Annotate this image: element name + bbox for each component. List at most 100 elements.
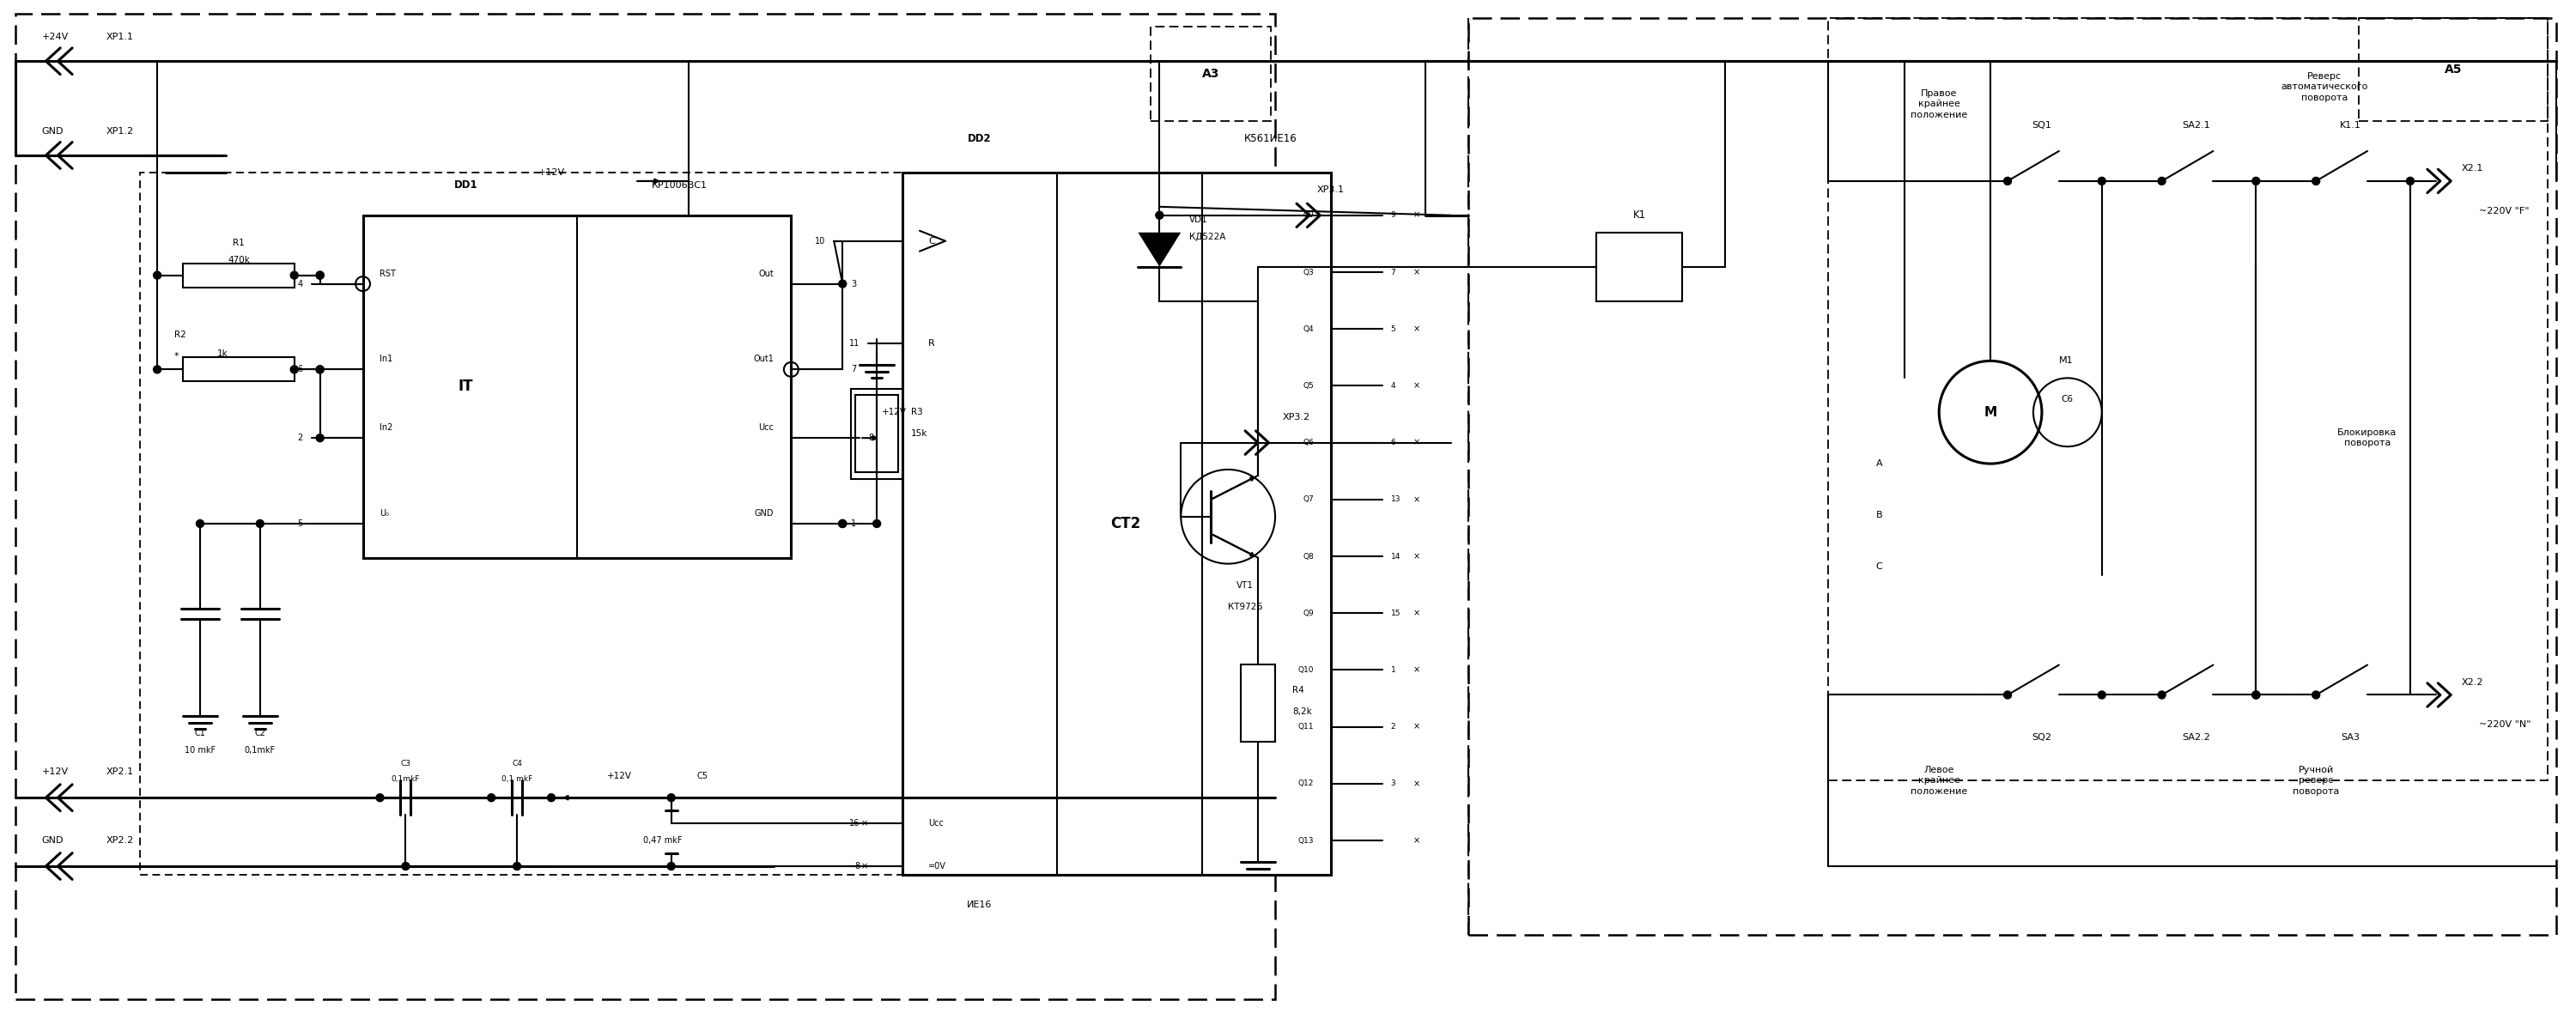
Text: GND: GND xyxy=(41,836,64,845)
Text: A3: A3 xyxy=(1203,68,1218,80)
Text: SA3: SA3 xyxy=(2342,733,2360,743)
Text: Ручной
реверс
поворота: Ручной реверс поворота xyxy=(2293,766,2339,795)
Circle shape xyxy=(291,366,299,374)
Circle shape xyxy=(667,862,675,870)
Text: Out: Out xyxy=(760,269,773,278)
Circle shape xyxy=(2159,691,2166,699)
Text: ×: × xyxy=(1414,722,1419,731)
Text: 470k: 470k xyxy=(227,255,250,264)
Text: Q7: Q7 xyxy=(1303,495,1314,503)
Text: =0V: =0V xyxy=(927,862,945,870)
Text: C2: C2 xyxy=(255,729,265,737)
Text: ×: × xyxy=(1414,609,1419,618)
Text: In2: In2 xyxy=(379,423,394,432)
Text: +24V: +24V xyxy=(41,32,70,42)
Text: C5: C5 xyxy=(698,772,708,781)
Text: VD1: VD1 xyxy=(1190,216,1208,224)
Circle shape xyxy=(2159,177,2166,185)
Text: ×: × xyxy=(1414,211,1419,220)
Text: C1: C1 xyxy=(196,729,206,737)
Text: 8: 8 xyxy=(868,434,873,443)
Text: DD1: DD1 xyxy=(453,179,477,190)
Circle shape xyxy=(2004,691,2012,699)
Bar xyxy=(363,216,791,558)
Text: ~220V "N": ~220V "N" xyxy=(2478,720,2530,729)
Text: A5: A5 xyxy=(2445,64,2463,76)
Text: +12V: +12V xyxy=(881,408,907,416)
Text: VT1: VT1 xyxy=(1236,580,1255,590)
Text: ~220V "F": ~220V "F" xyxy=(2478,207,2530,216)
Circle shape xyxy=(2097,177,2105,185)
Text: 0,1mkF: 0,1mkF xyxy=(392,775,420,783)
Text: Out1: Out1 xyxy=(755,355,773,364)
Text: R3: R3 xyxy=(912,408,922,416)
Text: ×: × xyxy=(1414,495,1419,503)
Text: Правое
крайнее
положение: Правое крайнее положение xyxy=(1911,89,1968,119)
Text: 13: 13 xyxy=(1391,495,1401,503)
Text: R2: R2 xyxy=(175,331,185,339)
Circle shape xyxy=(317,271,325,280)
Circle shape xyxy=(255,520,263,528)
Text: КТ972Б: КТ972Б xyxy=(1229,603,1262,611)
Text: Реверс
автоматического
поворота: Реверс автоматического поворота xyxy=(2280,72,2367,101)
Text: A: A xyxy=(1875,459,1883,468)
Text: 5: 5 xyxy=(1391,325,1396,333)
Circle shape xyxy=(402,862,410,870)
Text: 1: 1 xyxy=(1391,667,1396,674)
Text: SQ1: SQ1 xyxy=(2032,122,2050,130)
Text: Ucc: Ucc xyxy=(760,423,773,432)
Text: SA2.2: SA2.2 xyxy=(2182,733,2210,743)
Circle shape xyxy=(317,271,325,280)
Text: ×: × xyxy=(1414,325,1419,333)
Text: Q4: Q4 xyxy=(1303,325,1314,333)
Text: 0,1 mkF: 0,1 mkF xyxy=(502,775,533,783)
Text: Q12: Q12 xyxy=(1298,780,1314,787)
Text: К561ИЕ16: К561ИЕ16 xyxy=(1244,133,1298,144)
Text: ×: × xyxy=(1414,779,1419,788)
Text: 6: 6 xyxy=(1391,439,1396,447)
Text: 4: 4 xyxy=(299,280,304,288)
Polygon shape xyxy=(1139,232,1180,266)
Text: 10 mkF: 10 mkF xyxy=(185,747,216,755)
Text: *: * xyxy=(175,353,180,361)
Text: 9: 9 xyxy=(1391,212,1396,219)
Text: C3: C3 xyxy=(399,760,410,767)
Text: IT: IT xyxy=(459,379,474,394)
Circle shape xyxy=(317,435,325,442)
Text: 5: 5 xyxy=(296,520,304,528)
Circle shape xyxy=(487,794,495,801)
Text: SQ2: SQ2 xyxy=(2032,733,2050,743)
Circle shape xyxy=(667,794,675,801)
Text: GND: GND xyxy=(41,127,64,136)
Bar xyxy=(902,172,1332,875)
Text: In1: In1 xyxy=(379,355,394,364)
Circle shape xyxy=(317,366,325,374)
Text: ×: × xyxy=(1414,666,1419,675)
Text: C: C xyxy=(927,237,935,245)
Text: GND: GND xyxy=(755,510,773,518)
Text: R: R xyxy=(927,339,935,348)
Text: КР1006ВС1: КР1006ВС1 xyxy=(652,181,708,189)
Text: Q10: Q10 xyxy=(1298,667,1314,674)
Text: 11: 11 xyxy=(850,339,860,348)
Text: Q3: Q3 xyxy=(1303,268,1314,276)
Bar xyxy=(855,395,899,472)
Text: Q6: Q6 xyxy=(1303,439,1314,447)
Text: Q5: Q5 xyxy=(1303,382,1314,390)
Text: ×: × xyxy=(1414,552,1419,560)
Text: K1: K1 xyxy=(1633,210,1646,221)
Circle shape xyxy=(376,794,384,801)
Text: XP1.1: XP1.1 xyxy=(106,32,134,42)
Text: K1.1: K1.1 xyxy=(2339,122,2362,130)
Text: 15k: 15k xyxy=(912,430,927,438)
Text: Ucc: Ucc xyxy=(927,820,943,828)
Circle shape xyxy=(2251,177,2259,185)
Text: XP1.2: XP1.2 xyxy=(106,127,134,136)
Circle shape xyxy=(513,862,520,870)
Bar xyxy=(1597,232,1682,301)
Text: B: B xyxy=(1875,511,1883,520)
Text: C: C xyxy=(1875,562,1883,570)
Text: 10: 10 xyxy=(814,237,824,245)
Circle shape xyxy=(2251,691,2259,699)
Text: 8,2k: 8,2k xyxy=(1293,708,1311,716)
